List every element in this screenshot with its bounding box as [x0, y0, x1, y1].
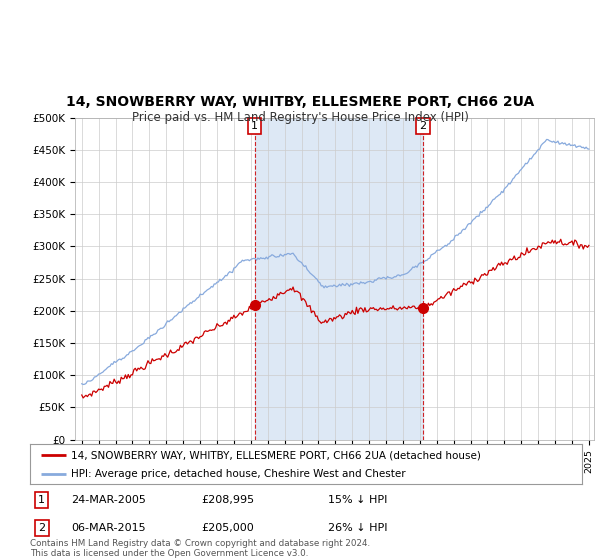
Text: HPI: Average price, detached house, Cheshire West and Chester: HPI: Average price, detached house, Ches…	[71, 469, 406, 479]
Text: 26% ↓ HPI: 26% ↓ HPI	[328, 522, 388, 533]
Bar	[254, 118, 423, 440]
Text: Price paid vs. HM Land Registry's House Price Index (HPI): Price paid vs. HM Land Registry's House …	[131, 111, 469, 124]
Text: 06-MAR-2015: 06-MAR-2015	[71, 522, 146, 533]
Text: 14, SNOWBERRY WAY, WHITBY, ELLESMERE PORT, CH66 2UA: 14, SNOWBERRY WAY, WHITBY, ELLESMERE POR…	[66, 95, 534, 109]
Text: 1: 1	[251, 121, 258, 131]
Text: 15% ↓ HPI: 15% ↓ HPI	[328, 495, 388, 505]
Text: 2: 2	[38, 522, 46, 533]
Text: 14, SNOWBERRY WAY, WHITBY, ELLESMERE PORT, CH66 2UA (detached house): 14, SNOWBERRY WAY, WHITBY, ELLESMERE POR…	[71, 450, 481, 460]
Text: Contains HM Land Registry data © Crown copyright and database right 2024.
This d: Contains HM Land Registry data © Crown c…	[30, 539, 370, 558]
Text: £208,995: £208,995	[201, 495, 254, 505]
Text: £205,000: £205,000	[201, 522, 254, 533]
Text: 24-MAR-2005: 24-MAR-2005	[71, 495, 146, 505]
Text: 1: 1	[38, 495, 45, 505]
Text: 2: 2	[419, 121, 427, 131]
